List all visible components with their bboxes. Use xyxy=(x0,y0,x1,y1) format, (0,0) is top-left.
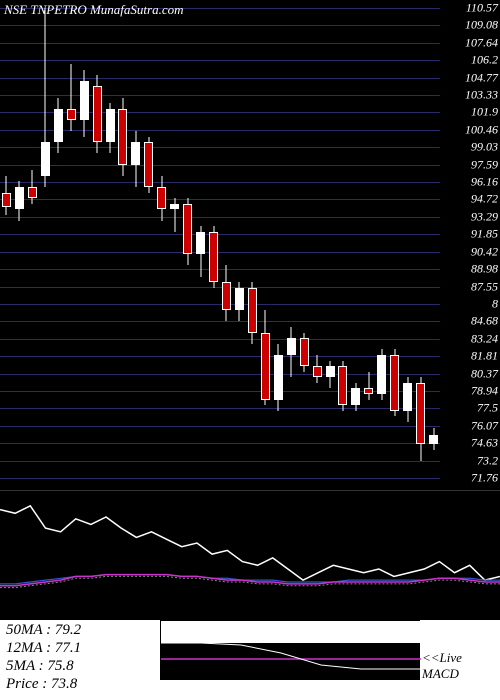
y-axis-label: 83.24 xyxy=(471,331,498,346)
candle xyxy=(15,0,24,490)
y-axis-label: 91.85 xyxy=(471,227,498,242)
candle xyxy=(300,0,309,490)
candle xyxy=(93,0,102,490)
candle xyxy=(416,0,425,490)
y-axis-label: 103.33 xyxy=(465,88,498,103)
candle xyxy=(118,0,127,490)
ma5-label: 5MA : 75.8 xyxy=(6,658,74,675)
candle xyxy=(248,0,257,490)
candlestick-chart: NSE TNPETRO MunafaSutra.com 110.57 109.08… xyxy=(0,0,500,490)
y-axis-label: 110.57 xyxy=(466,1,498,16)
y-axis-label: 93.29 xyxy=(471,209,498,224)
info-panel: 50MA : 79.2 12MA : 77.1 5MA : 75.8 Price… xyxy=(0,620,500,700)
macd-label: <<Live MACD xyxy=(422,650,492,682)
candle xyxy=(261,0,270,490)
candle xyxy=(157,0,166,490)
price-label: Price : 73.8 xyxy=(6,676,77,693)
chart-title: NSE TNPETRO MunafaSutra.com xyxy=(4,2,183,18)
candle xyxy=(80,0,89,490)
y-axis-label: 80.37 xyxy=(471,366,498,381)
y-axis-label: 76.07 xyxy=(471,418,498,433)
ma12-label: 12MA : 77.1 xyxy=(6,640,81,657)
candle xyxy=(67,0,76,490)
candle xyxy=(28,0,37,490)
candle xyxy=(131,0,140,490)
y-axis-label: 101.9 xyxy=(471,105,498,120)
y-axis-label: 88.98 xyxy=(471,262,498,277)
candle xyxy=(144,0,153,490)
candle xyxy=(351,0,360,490)
candle xyxy=(326,0,335,490)
candle xyxy=(2,0,11,490)
indicator-line xyxy=(0,576,500,587)
candle xyxy=(41,0,50,490)
y-axis-label: 77.5 xyxy=(477,401,498,416)
y-axis-label: 78.94 xyxy=(471,383,498,398)
y-axis-label: 73.2 xyxy=(477,453,498,468)
candle xyxy=(209,0,218,490)
y-axis-label: 87.55 xyxy=(471,279,498,294)
candle xyxy=(377,0,386,490)
y-axis-label: 74.63 xyxy=(471,436,498,451)
y-axis-label: 90.42 xyxy=(471,244,498,259)
y-axis-label: 71.76 xyxy=(471,471,498,486)
candle xyxy=(287,0,296,490)
candle xyxy=(106,0,115,490)
indicator-panel xyxy=(0,490,500,620)
macd-mini xyxy=(161,621,421,681)
candle xyxy=(235,0,244,490)
candle xyxy=(364,0,373,490)
y-axis-label: 8 xyxy=(492,296,498,311)
y-axis-label: 100.46 xyxy=(465,122,498,137)
y-axis-label: 96.16 xyxy=(471,175,498,190)
y-axis-label: 109.08 xyxy=(465,18,498,33)
ma-lines xyxy=(0,491,500,621)
candle xyxy=(403,0,412,490)
y-axis-label: 94.72 xyxy=(471,192,498,207)
candle xyxy=(196,0,205,490)
ma50-label: 50MA : 79.2 xyxy=(6,622,81,639)
y-axis-label: 107.64 xyxy=(465,35,498,50)
y-axis-label: 99.03 xyxy=(471,140,498,155)
indicator-line xyxy=(0,506,500,580)
candle xyxy=(222,0,231,490)
candle xyxy=(274,0,283,490)
y-axis-label: 97.59 xyxy=(471,157,498,172)
candle xyxy=(183,0,192,490)
macd-inset xyxy=(160,620,420,680)
candle xyxy=(170,0,179,490)
y-axis-label: 84.68 xyxy=(471,314,498,329)
candle xyxy=(54,0,63,490)
y-axis-label: 106.2 xyxy=(471,53,498,68)
candle xyxy=(429,0,438,490)
candle xyxy=(313,0,322,490)
candle xyxy=(390,0,399,490)
y-axis-label: 104.77 xyxy=(465,70,498,85)
y-axis-label: 81.81 xyxy=(471,349,498,364)
candle xyxy=(338,0,347,490)
